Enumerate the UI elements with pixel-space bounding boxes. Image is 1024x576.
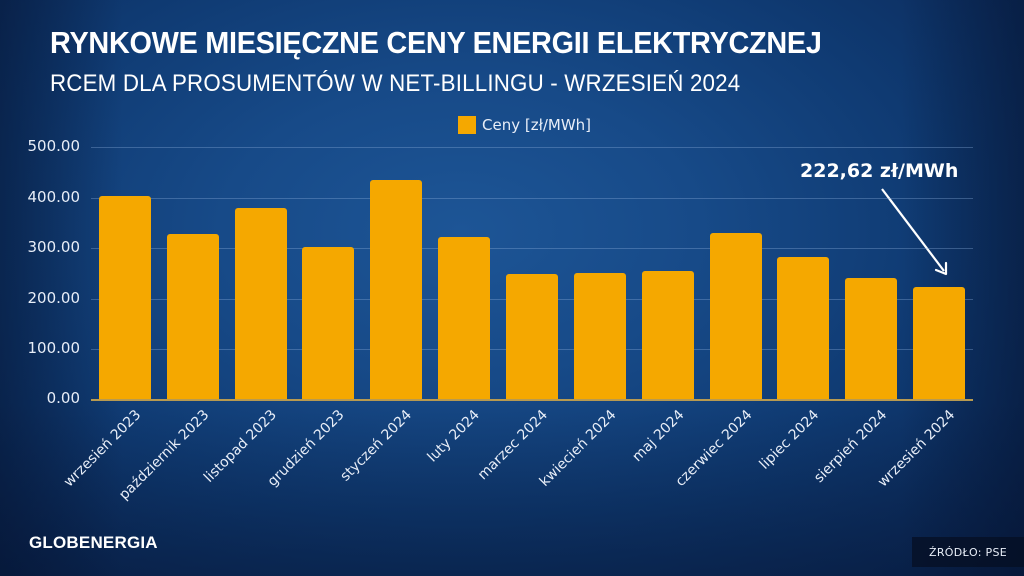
chart-subtitle: RCEM DLA PROSUMENTÓW W NET-BILLINGU - WR… xyxy=(50,70,741,97)
y-axis-tick: 500.00 xyxy=(27,137,81,156)
y-axis-tick: 200.00 xyxy=(27,288,81,307)
bar xyxy=(302,246,355,400)
gridline xyxy=(91,147,973,149)
bar xyxy=(845,277,898,400)
x-axis-tick: maj 2024 xyxy=(629,407,688,466)
bar xyxy=(506,274,558,400)
bar xyxy=(573,272,626,400)
bar xyxy=(370,180,423,400)
source-badge: ŹRÓDŁO: PSE xyxy=(912,537,1024,567)
x-axis-line xyxy=(91,399,973,401)
price-annotation: 222,62 zł/MWh xyxy=(800,160,959,182)
x-axis-tick: marzec 2024 xyxy=(474,407,552,484)
gridline xyxy=(91,248,973,250)
bar xyxy=(913,287,966,400)
x-axis-tick: lipiec 2024 xyxy=(756,407,823,474)
x-axis-tick: luty 2024 xyxy=(424,407,484,466)
globenergia-logo: GLOBENERGIA xyxy=(29,533,158,552)
gridline xyxy=(91,197,973,199)
y-axis-tick: 0.00 xyxy=(46,389,80,408)
bar xyxy=(777,257,830,400)
bar xyxy=(98,196,151,400)
x-axis-tick: styczeń 2024 xyxy=(337,407,416,485)
legend: Ceny [zł/MWh] xyxy=(458,116,591,134)
y-axis-tick: 300.00 xyxy=(27,238,81,257)
legend-label: Ceny [zł/MWh] xyxy=(482,116,592,134)
bar xyxy=(438,236,491,400)
y-axis-tick: 100.00 xyxy=(27,338,81,357)
y-axis-tick: 400.00 xyxy=(27,187,81,206)
bar xyxy=(234,208,287,400)
legend-swatch xyxy=(458,116,476,134)
source-label: ŹRÓDŁO: PSE xyxy=(928,545,1008,559)
chart-title: RYNKOWE MIESIĘCZNE CENY ENERGII ELEKTRYC… xyxy=(50,25,822,60)
bar xyxy=(641,271,694,400)
bar xyxy=(166,233,219,400)
bar xyxy=(709,233,762,400)
